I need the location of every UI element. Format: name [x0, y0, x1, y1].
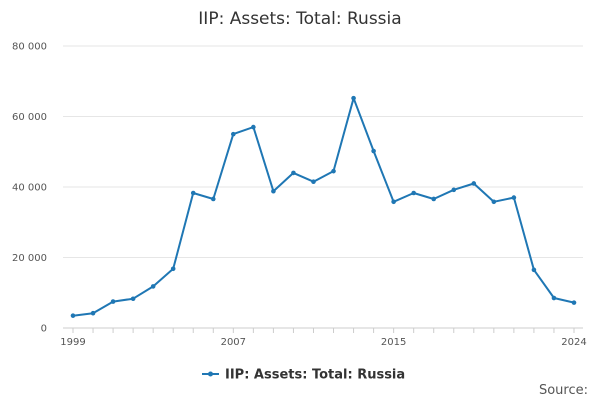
data-point[interactable] — [571, 300, 577, 305]
data-point[interactable] — [311, 179, 316, 185]
data-point[interactable] — [170, 266, 176, 272]
y-tick-label: 60 000 — [12, 112, 47, 123]
data-point[interactable] — [491, 199, 497, 205]
data-point[interactable] — [231, 131, 236, 137]
y-tick-label: 80 000 — [12, 42, 47, 53]
legend-label: IIP: Assets: Total: Russia — [225, 368, 405, 383]
x-tick-label: 2007 — [221, 337, 246, 348]
x-axis-tick-labels: 1999 2007 2015 2024 — [60, 328, 587, 348]
data-point[interactable] — [271, 188, 276, 194]
data-point[interactable] — [351, 95, 356, 101]
data-point[interactable] — [70, 313, 76, 318]
data-point[interactable] — [391, 199, 396, 205]
chart-title: IIP: Assets: Total: Russia — [198, 9, 401, 29]
data-point[interactable] — [190, 190, 196, 196]
series-line — [72, 97, 575, 317]
legend-point-marker — [208, 371, 213, 377]
data-point[interactable] — [431, 196, 437, 202]
data-point[interactable] — [90, 310, 96, 316]
y-tick-label: 20 000 — [12, 253, 47, 264]
x-tick-label: 2024 — [561, 337, 586, 348]
y-axis-tick-labels: 0 20 000 40 000 60 000 80 000 — [12, 42, 47, 335]
x-tick-label: 2015 — [381, 337, 406, 348]
data-point[interactable] — [531, 267, 537, 273]
data-point[interactable] — [511, 195, 517, 200]
data-point[interactable] — [210, 196, 216, 202]
data-point[interactable] — [110, 299, 116, 304]
data-point[interactable] — [551, 295, 557, 301]
y-tick-label: 40 000 — [12, 183, 47, 194]
data-point[interactable] — [371, 148, 376, 154]
data-point[interactable] — [130, 296, 136, 302]
source-label: Source: — [539, 383, 588, 398]
grid-lines — [63, 45, 583, 258]
data-point[interactable] — [150, 284, 156, 289]
series-group — [70, 95, 577, 318]
data-point[interactable] — [411, 190, 416, 196]
data-point[interactable] — [291, 170, 296, 176]
x-tick-label: 1999 — [60, 337, 85, 348]
data-point[interactable] — [471, 181, 477, 186]
data-point[interactable] — [251, 124, 256, 130]
y-tick-label: 0 — [41, 324, 47, 335]
data-point[interactable] — [451, 187, 457, 193]
data-point[interactable] — [331, 168, 336, 174]
legend[interactable]: IIP: Assets: Total: Russia — [202, 368, 405, 383]
